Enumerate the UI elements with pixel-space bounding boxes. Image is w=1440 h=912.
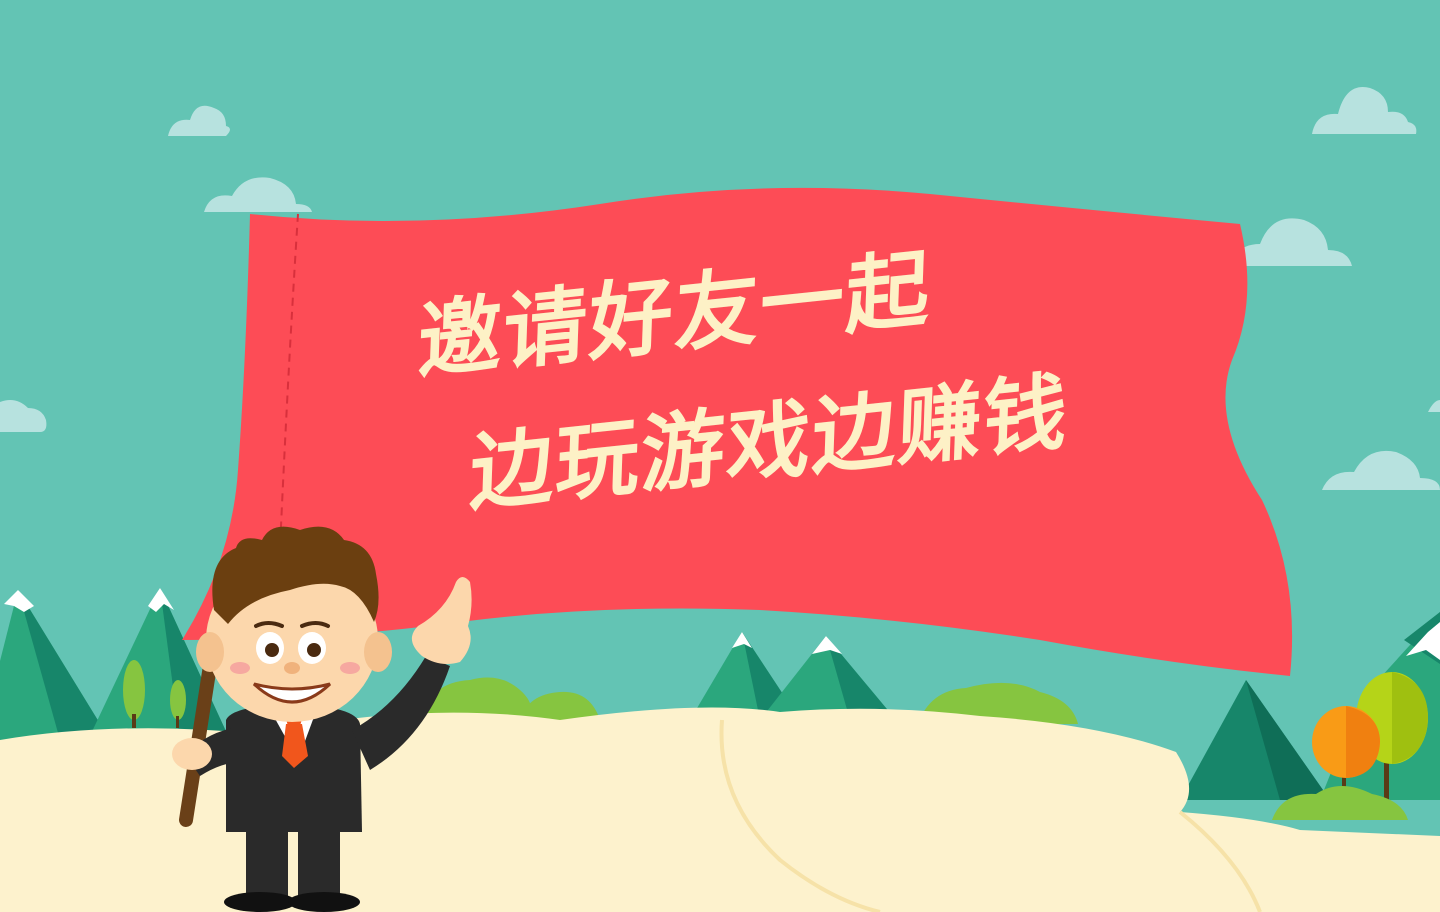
tree-icon — [1312, 706, 1380, 816]
holding-hand-icon — [172, 738, 212, 770]
pointing-hand-icon — [411, 577, 472, 664]
businessman-mascot — [172, 526, 472, 912]
bush-icon — [520, 691, 600, 720]
red-flag — [182, 187, 1293, 676]
cloud-icon — [204, 177, 312, 212]
tree-icon — [123, 660, 186, 728]
ground-ridge — [719, 719, 881, 912]
cloud-icon — [1322, 450, 1440, 490]
ground-ridge — [1178, 810, 1262, 912]
cloud-icon — [1232, 218, 1352, 266]
cloud-icon — [1312, 87, 1417, 134]
tie-icon — [282, 724, 308, 768]
mountains-right — [1180, 612, 1440, 820]
bush-icon — [420, 677, 532, 720]
cloud-icon — [1428, 400, 1440, 412]
cloud-icon — [168, 105, 230, 136]
bush-icon — [1272, 786, 1408, 820]
mountains-left — [0, 588, 230, 740]
mountains-center — [420, 632, 1078, 724]
cloud-icon — [0, 400, 47, 432]
